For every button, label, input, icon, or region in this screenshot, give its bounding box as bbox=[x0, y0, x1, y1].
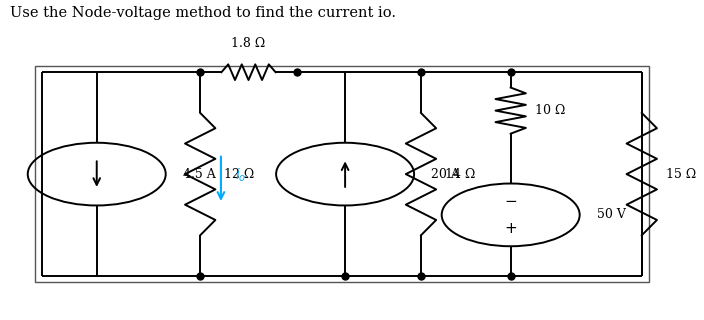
Text: Use the Node-voltage method to find the current io.: Use the Node-voltage method to find the … bbox=[11, 6, 396, 20]
Text: 10 Ω: 10 Ω bbox=[535, 104, 565, 117]
Text: 15 Ω: 15 Ω bbox=[666, 168, 696, 180]
Text: 1.8 Ω: 1.8 Ω bbox=[232, 37, 265, 50]
Text: 50 V: 50 V bbox=[597, 208, 626, 221]
Text: −: − bbox=[504, 194, 517, 209]
Text: $i_o$: $i_o$ bbox=[234, 167, 246, 184]
Text: 20 A: 20 A bbox=[432, 168, 460, 180]
Text: +: + bbox=[504, 220, 517, 236]
Text: 14 Ω: 14 Ω bbox=[445, 168, 475, 180]
Text: 12 Ω: 12 Ω bbox=[225, 168, 255, 180]
Text: 4.5 A: 4.5 A bbox=[183, 168, 215, 180]
